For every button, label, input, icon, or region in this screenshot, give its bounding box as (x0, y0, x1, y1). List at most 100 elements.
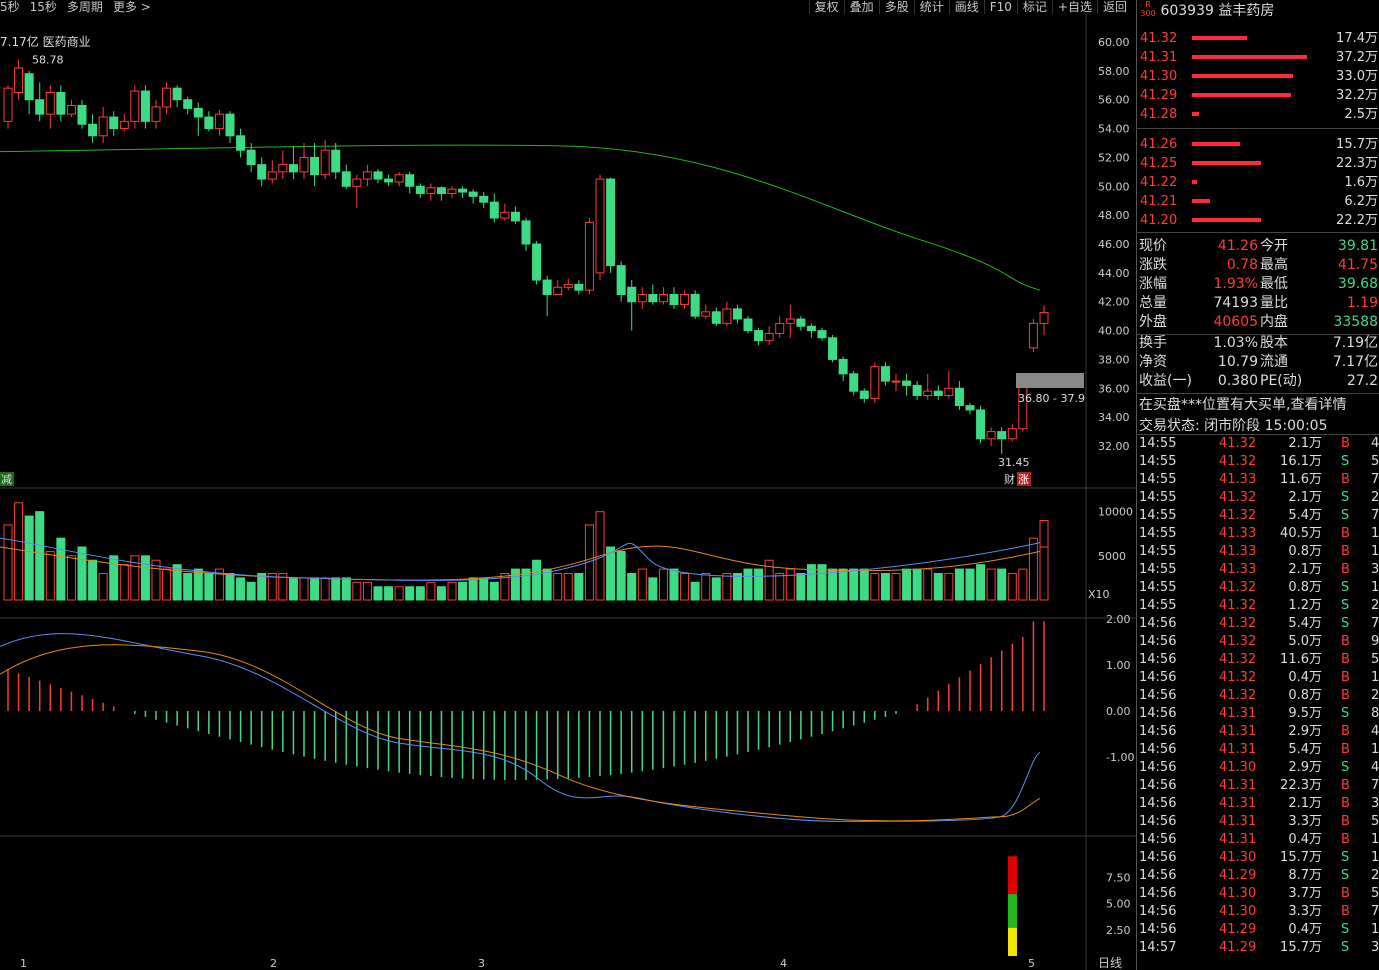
toolbar-button-1[interactable]: 叠加 (843, 0, 879, 14)
trade-row[interactable]: 14:55 41.32 16.1万 S 5 (1139, 453, 1379, 471)
candle[interactable] (436, 186, 446, 201)
candle[interactable] (479, 192, 489, 208)
big-order-notice[interactable]: 在买盘***位置有大买单,查看详情 (1139, 397, 1347, 413)
trade-row[interactable]: 14:56 41.30 15.7万 S 11 (1139, 849, 1379, 867)
candle[interactable] (637, 287, 647, 309)
trade-row[interactable]: 14:56 41.32 11.6万 B 5 (1139, 651, 1379, 669)
candle[interactable] (859, 388, 869, 403)
candle[interactable] (680, 290, 690, 309)
trade-row[interactable]: 14:56 41.29 0.4万 S 1 (1139, 921, 1379, 939)
candle[interactable] (722, 301, 732, 327)
candle[interactable] (331, 143, 341, 180)
toolbar-button-4[interactable]: 画线 (948, 0, 984, 14)
trade-row[interactable]: 14:56 41.32 0.8万 B 2 (1139, 687, 1379, 705)
candle[interactable] (606, 177, 616, 273)
candle[interactable] (267, 160, 277, 184)
toolbar-button-6[interactable]: 标记 (1016, 0, 1052, 14)
trade-row[interactable]: 14:56 41.31 22.3万 B 7 (1139, 777, 1379, 795)
trade-row[interactable]: 14:56 41.29 8.7万 S 2 (1139, 867, 1379, 885)
candle[interactable] (426, 183, 436, 201)
trade-row[interactable]: 14:55 41.32 2.1万 S 2 (1139, 489, 1379, 507)
trade-row[interactable]: 14:56 41.32 5.0万 B 9 (1139, 633, 1379, 651)
trade-row[interactable]: 14:56 41.32 0.4万 B 1 (1139, 669, 1379, 687)
candle[interactable] (384, 174, 394, 187)
candle[interactable] (225, 111, 235, 143)
candle[interactable] (489, 193, 499, 223)
candle[interactable] (88, 114, 98, 143)
candle[interactable] (933, 385, 943, 400)
candle[interactable] (574, 280, 584, 295)
candle[interactable] (1039, 305, 1049, 336)
candle[interactable] (162, 82, 172, 115)
candle[interactable] (912, 381, 922, 400)
candle[interactable] (648, 284, 658, 305)
trade-row[interactable]: 14:56 41.30 3.3万 B 7 (1139, 903, 1379, 921)
period-0[interactable]: 5秒 (0, 0, 20, 14)
candle[interactable] (310, 143, 320, 187)
candle[interactable] (806, 323, 816, 338)
candle[interactable] (754, 327, 764, 345)
candle[interactable] (669, 287, 679, 309)
candle[interactable] (394, 171, 404, 187)
trade-row[interactable]: 14:57 41.29 15.7万 S 3 (1139, 939, 1379, 957)
candle[interactable] (701, 304, 711, 320)
candle[interactable] (627, 280, 637, 331)
candle[interactable] (66, 99, 76, 118)
kline-chart[interactable]: 60.0058.0056.0054.0052.0050.0048.0046.00… (0, 14, 1136, 970)
candle[interactable] (976, 405, 986, 444)
period-1[interactable]: 15秒 (29, 0, 57, 14)
toolbar-button-2[interactable]: 多股 (878, 0, 914, 14)
trade-row[interactable]: 14:56 41.32 5.4万 S 7 (1139, 615, 1379, 633)
candle[interactable] (997, 427, 1007, 454)
candle[interactable] (732, 304, 742, 324)
candle[interactable] (45, 85, 55, 129)
candle[interactable] (257, 157, 267, 187)
candle[interactable] (584, 218, 594, 295)
candle[interactable] (764, 326, 774, 345)
candle[interactable] (288, 145, 298, 180)
candle[interactable] (870, 362, 880, 403)
toolbar-button-8[interactable]: 返回 (1096, 0, 1132, 14)
trade-row[interactable]: 14:55 41.32 2.1万 B 4 (1139, 435, 1379, 453)
candle[interactable] (320, 140, 330, 180)
candle[interactable] (510, 206, 520, 224)
candle[interactable] (838, 356, 848, 382)
candle[interactable] (965, 402, 975, 415)
trade-row[interactable]: 14:56 41.31 2.9万 B 4 (1139, 723, 1379, 741)
candle[interactable] (658, 287, 668, 305)
trade-row[interactable]: 14:56 41.31 2.1万 B 3 (1139, 795, 1379, 813)
candle[interactable] (56, 85, 66, 122)
candle[interactable] (944, 370, 954, 399)
toolbar-button-7[interactable]: +自选 (1051, 0, 1097, 14)
candle[interactable] (616, 261, 626, 302)
candle[interactable] (119, 114, 129, 132)
candle[interactable] (151, 99, 161, 129)
candle[interactable] (130, 85, 140, 129)
candle[interactable] (373, 168, 383, 184)
candle[interactable] (542, 275, 552, 317)
toolbar-button-5[interactable]: F10 (983, 0, 1017, 14)
candle[interactable] (923, 373, 933, 400)
trade-row[interactable]: 14:55 41.33 0.8万 B 1 (1139, 543, 1379, 561)
candle[interactable] (77, 99, 87, 129)
candle[interactable] (817, 327, 827, 341)
candle[interactable] (785, 304, 795, 338)
candle[interactable] (447, 186, 457, 198)
candle[interactable] (690, 290, 700, 320)
period-2[interactable]: 多周期 (66, 0, 103, 14)
candle[interactable] (415, 183, 425, 198)
candle[interactable] (352, 174, 362, 208)
period-3[interactable]: 更多 > (112, 0, 151, 14)
candle[interactable] (3, 85, 13, 129)
candle[interactable] (563, 278, 573, 291)
candle[interactable] (24, 70, 34, 115)
candle[interactable] (986, 427, 996, 446)
candle[interactable] (458, 186, 468, 198)
candle[interactable] (595, 174, 605, 281)
candle[interactable] (246, 143, 256, 172)
candle[interactable] (109, 111, 119, 136)
trade-row[interactable]: 14:56 41.30 2.9万 S 4 (1139, 759, 1379, 777)
candle[interactable] (891, 373, 901, 392)
trade-row[interactable]: 14:55 41.33 11.6万 B 7 (1139, 471, 1379, 489)
candle[interactable] (405, 171, 415, 194)
